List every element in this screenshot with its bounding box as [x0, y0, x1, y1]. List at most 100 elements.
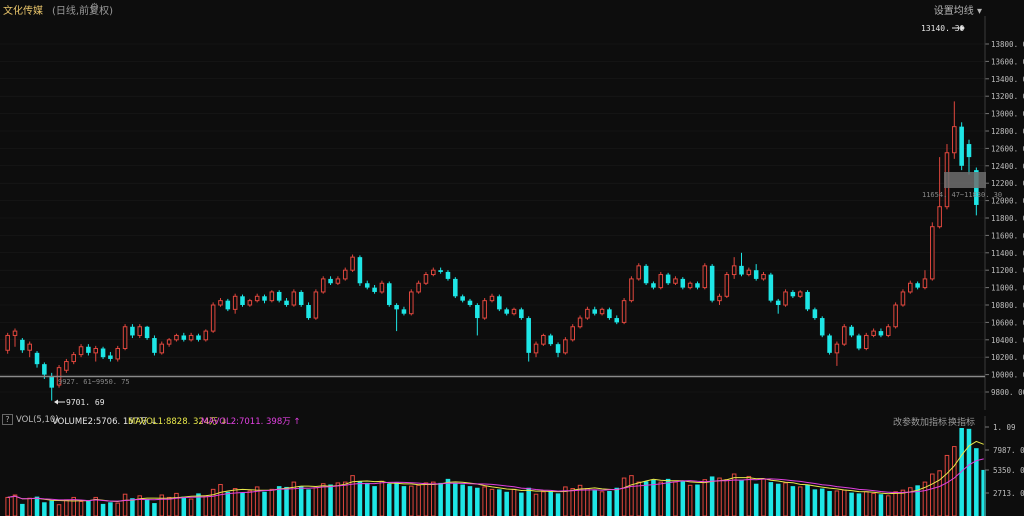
candle-body — [585, 308, 590, 319]
volume-bar — [827, 490, 832, 516]
candle-body — [328, 278, 333, 284]
candle-body — [357, 257, 363, 284]
volume-bar — [797, 486, 803, 516]
price-tick-label: 10800. 00 — [991, 301, 1024, 310]
volume-bar — [908, 487, 913, 516]
candle-body — [871, 330, 876, 336]
volume-bar — [86, 500, 91, 516]
price-tick-label: 12600. 00 — [991, 144, 1024, 153]
candle-body — [144, 326, 150, 339]
candle-body — [372, 287, 377, 292]
gear-icon[interactable]: ⚙ — [90, 2, 99, 13]
candle-body — [269, 291, 275, 302]
volume-bar — [834, 490, 840, 516]
candle-body — [12, 330, 18, 336]
volume-bar — [144, 499, 150, 516]
volume-bar — [563, 486, 568, 516]
volume-bar — [12, 494, 18, 516]
candle-body — [952, 126, 957, 154]
volume-bar — [805, 484, 810, 516]
volume-bar — [585, 488, 590, 516]
volume-bar — [952, 446, 957, 516]
mavol2-value: MAVOL2:7011. 398万 ↑ — [201, 417, 301, 427]
candle-body — [416, 282, 421, 293]
candle-body — [291, 291, 297, 306]
volume-bar — [122, 493, 128, 516]
candle-body — [900, 291, 906, 306]
candle-body — [915, 283, 920, 288]
candle-body — [438, 270, 443, 272]
add-indicator-button[interactable]: 加指标 — [920, 418, 948, 428]
volume-bar — [166, 496, 172, 516]
candle-body — [746, 269, 752, 276]
header-bar: 文化传媒 (日线,前复权) ⚙ 设置均线 ▾ — [0, 0, 1024, 17]
candle-body — [863, 334, 869, 350]
candle-body — [908, 282, 913, 293]
candle-body — [210, 304, 216, 332]
candle-body — [783, 291, 788, 306]
volume-bar — [812, 489, 818, 516]
candle-body — [893, 304, 898, 328]
candle-body — [335, 278, 341, 284]
candle-body — [364, 283, 370, 288]
volume-bar — [893, 491, 898, 516]
candle-body — [702, 265, 708, 289]
volume-bar — [320, 483, 326, 516]
candle-body — [445, 271, 451, 279]
candle-body — [526, 318, 531, 353]
price-tick-label: 10000. 00 — [991, 371, 1024, 380]
volume-bar — [159, 494, 165, 516]
price-tick-label: 13400. 00 — [991, 75, 1024, 84]
volume-bar — [174, 492, 179, 516]
candle-body — [232, 295, 238, 310]
candle-body — [49, 376, 54, 388]
price-tick-label: 13800. 00 — [991, 40, 1024, 49]
volume-bar — [188, 498, 194, 516]
candle-body — [394, 305, 399, 310]
candle-body — [386, 283, 392, 305]
price-tick-label: 10400. 00 — [991, 336, 1024, 345]
volume-bar — [218, 484, 223, 516]
candle-body — [174, 334, 179, 341]
candle-body — [599, 308, 605, 315]
price-annotations: 13140. 30 9701. 69 9927. 61~9950. 75 116… — [54, 24, 1002, 407]
volume-bar — [819, 488, 825, 516]
volume-bar — [342, 481, 348, 516]
volume-bar — [878, 494, 884, 516]
candle-body — [188, 334, 194, 341]
volume-bar — [438, 482, 443, 516]
volume-bar — [621, 477, 627, 516]
volume-bar — [533, 493, 539, 516]
price-tick-label: 10200. 00 — [991, 353, 1024, 362]
volume-bar — [915, 485, 920, 516]
price-tick-label: 12000. 00 — [991, 197, 1024, 206]
volume-tick-label: 5350. 00 — [993, 466, 1024, 475]
volume-bar — [981, 469, 986, 516]
volume-bar — [254, 486, 260, 516]
volume-bar — [629, 475, 634, 516]
ma-settings-button[interactable]: 设置均线 ▾ — [933, 6, 982, 17]
candle-body — [86, 346, 91, 353]
candle-body — [680, 278, 686, 288]
candle-body — [409, 291, 414, 315]
volume-bar — [49, 500, 54, 516]
volume-bar — [108, 502, 113, 516]
volume-bar — [930, 473, 935, 516]
volume-bar — [497, 489, 502, 516]
volume-bar — [665, 478, 671, 516]
stock-title[interactable]: 文化传媒 — [3, 6, 43, 17]
candle-body — [511, 308, 517, 315]
switch-indicator-button[interactable]: 换指标 — [948, 418, 976, 428]
volume-bar — [137, 495, 143, 516]
high-price-label: 13140. 30 — [921, 24, 965, 33]
candle-body — [739, 265, 744, 275]
volume-bar — [364, 482, 370, 516]
question-icon[interactable]: ? — [2, 414, 13, 425]
candle-body — [621, 300, 627, 323]
change-param-button[interactable]: 改参数 — [893, 418, 921, 428]
candle-body — [93, 348, 99, 354]
volume-axis: 1. 09 7987. 00 5350. 00 2713. 00 — [984, 416, 1024, 516]
volume-bar — [658, 481, 664, 516]
volume-bar — [27, 497, 32, 516]
